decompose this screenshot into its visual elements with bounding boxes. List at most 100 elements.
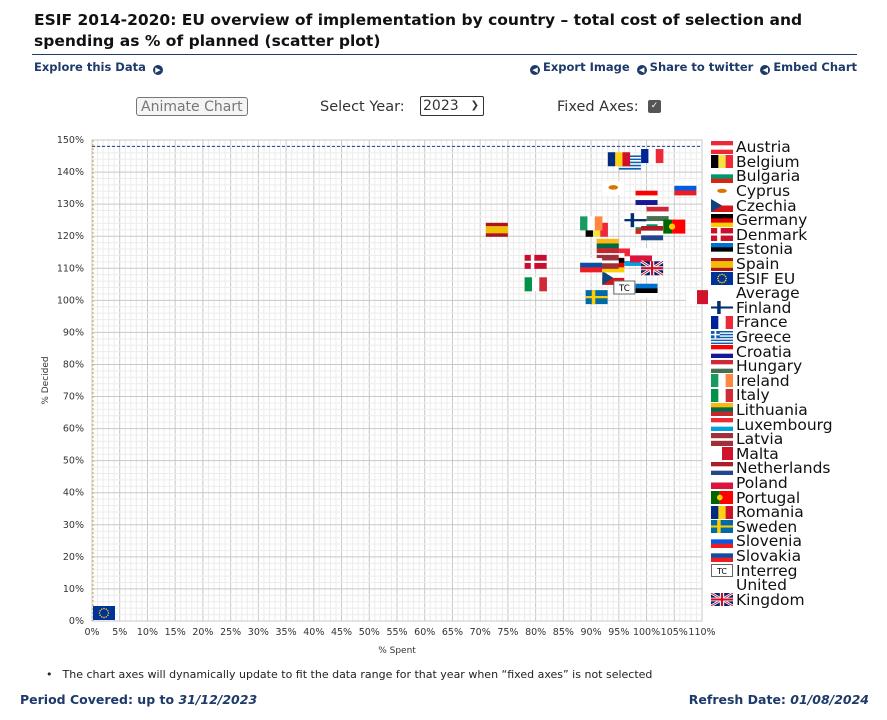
arrow-right-icon: ▶: [152, 65, 163, 75]
fixed-axes-checkbox[interactable]: ✓: [648, 100, 661, 113]
embed-chart-link[interactable]: ◀ Embed Chart: [757, 60, 857, 75]
year-select[interactable]: 2023 ❯: [420, 96, 484, 116]
legend-label: Italy: [736, 386, 770, 405]
flag-icon-cy: [711, 184, 733, 198]
legend-label: Netherlands: [736, 459, 831, 478]
export-image-link[interactable]: ◀ Export Image: [527, 60, 630, 75]
legend-item[interactable]: TC Interreg: [711, 563, 833, 578]
legend-item[interactable]: Germany: [711, 213, 833, 228]
flag-icon-it: [711, 388, 733, 402]
share-twitter-label: Share to twitter: [649, 60, 754, 74]
legend-item[interactable]: Cyprus: [711, 183, 833, 199]
data-point-pt[interactable]: Portugal: [663, 219, 686, 234]
flag-icon-cz: [711, 199, 733, 213]
y-tick-label: 150%: [57, 135, 84, 146]
legend-item[interactable]: Belgium: [711, 154, 833, 170]
legend-item[interactable]: Malta: [711, 446, 833, 462]
data-point-ro[interactable]: Romania: [607, 152, 631, 167]
data-point-hr[interactable]: Croatia: [635, 190, 658, 206]
fixed-axes-label: Fixed Axes:: [557, 99, 639, 115]
data-point-hu[interactable]: Hungary: [646, 206, 669, 222]
x-tick-label: 75%: [497, 627, 518, 638]
legend-item[interactable]: ESIF EU: [711, 271, 833, 286]
legend-item[interactable]: Sweden: [711, 519, 833, 534]
legend-item[interactable]: Bulgaria: [711, 169, 833, 184]
flag-icon-ie: [711, 374, 733, 388]
x-tick-label: 30%: [248, 627, 269, 638]
legend-item[interactable]: Latvia: [711, 431, 833, 447]
data-point-lt[interactable]: Lithuania: [596, 238, 619, 254]
x-tick-label: 20%: [192, 627, 213, 638]
legend-label: Spain: [736, 255, 780, 274]
legend-item[interactable]: Denmark: [711, 227, 833, 243]
legend-item[interactable]: Lithuania: [711, 402, 833, 418]
share-twitter-link[interactable]: ◀ Share to twitter: [634, 60, 754, 75]
legend-item[interactable]: United: [711, 577, 833, 593]
legend-label: Czechia: [736, 196, 797, 215]
data-point-fr[interactable]: France: [641, 149, 664, 164]
legend-item[interactable]: Spain: [711, 255, 833, 274]
legend-item[interactable]: Average: [711, 285, 833, 301]
y-tick-label: 90%: [63, 327, 84, 338]
legend-item[interactable]: Romania: [711, 504, 833, 520]
y-tick-label: 70%: [63, 392, 84, 403]
y-tick-label: 10%: [63, 584, 84, 595]
export-image-label: Export Image: [543, 60, 630, 74]
data-point-dk[interactable]: Denmark: [524, 254, 547, 269]
flag-icon-pt: [711, 491, 733, 505]
axes-note: The chart axes will dynamically update t…: [46, 668, 653, 681]
flag-icon-fi: [711, 301, 733, 315]
legend-item[interactable]: Italy: [711, 388, 833, 403]
legend-item[interactable]: Austria: [711, 140, 833, 155]
data-point-mt[interactable]: Malta: [686, 290, 708, 305]
legend-label: ESIF EU: [736, 269, 796, 288]
legend-item[interactable]: Estonia: [711, 242, 833, 257]
y-tick-label: 130%: [57, 199, 84, 210]
x-tick-label: 10%: [137, 627, 158, 638]
data-point-se[interactable]: Sweden: [585, 290, 608, 305]
y-tick-label: 40%: [63, 488, 84, 499]
flag-icon-hr: [711, 345, 733, 359]
data-point-si[interactable]: Slovenia: [674, 181, 697, 196]
data-point-sk[interactable]: Slovakia: [580, 258, 603, 273]
legend-item[interactable]: Poland: [711, 475, 833, 491]
data-point-ie[interactable]: Ireland: [580, 216, 603, 231]
flag-icon-es: [711, 257, 733, 271]
legend-item[interactable]: Portugal: [711, 490, 833, 505]
x-tick-label: 50%: [359, 627, 380, 638]
data-point-cz[interactable]: Czechia: [602, 270, 625, 285]
legend-item[interactable]: Netherlands: [711, 461, 833, 476]
legend-item[interactable]: Greece: [711, 329, 833, 345]
data-point-nl[interactable]: Netherlands: [641, 225, 664, 241]
flag-icon-fr: [711, 315, 733, 329]
explore-data-link[interactable]: Explore this Data ▶: [34, 60, 166, 75]
data-point-ee[interactable]: Estonia: [635, 283, 658, 299]
legend-label: Finland: [736, 298, 792, 317]
data-point-lv[interactable]: Latvia: [596, 254, 619, 269]
legend-item[interactable]: Czechia: [711, 198, 833, 213]
legend-item[interactable]: Slovenia: [711, 534, 833, 549]
data-point-eu[interactable]: ESIF EU Average: [93, 606, 115, 620]
data-point-at[interactable]: Austria: [613, 248, 636, 263]
data-point-cy[interactable]: Cyprus: [602, 181, 625, 196]
data-point-fi[interactable]: Finland: [624, 213, 647, 228]
data-point-es[interactable]: Spain: [485, 222, 508, 237]
y-tick-label: 100%: [57, 295, 84, 306]
data-point-uk[interactable]: United Kingdom: [640, 260, 664, 277]
legend-item[interactable]: Kingdom: [711, 592, 833, 607]
data-point-tc[interactable]: InterregTC: [613, 280, 636, 295]
legend-item[interactable]: Slovakia: [711, 548, 833, 564]
data-point-it[interactable]: Italy: [524, 277, 547, 292]
animate-chart-button[interactable]: Animate Chart: [136, 97, 248, 116]
legend-item[interactable]: France: [711, 315, 833, 330]
legend-item[interactable]: Luxembourg: [711, 417, 833, 432]
x-tick-label: 35%: [276, 627, 297, 638]
flag-icon-eu: [711, 272, 733, 286]
data-point-pl[interactable]: Poland: [630, 248, 652, 263]
legend-item[interactable]: Hungary: [711, 358, 833, 374]
flag-icon-spacer: [711, 287, 733, 300]
legend-item[interactable]: Croatia: [711, 344, 833, 359]
legend-label: Luxembourg: [736, 415, 833, 434]
legend-item[interactable]: Finland: [711, 298, 833, 317]
legend-item[interactable]: Ireland: [711, 373, 833, 389]
